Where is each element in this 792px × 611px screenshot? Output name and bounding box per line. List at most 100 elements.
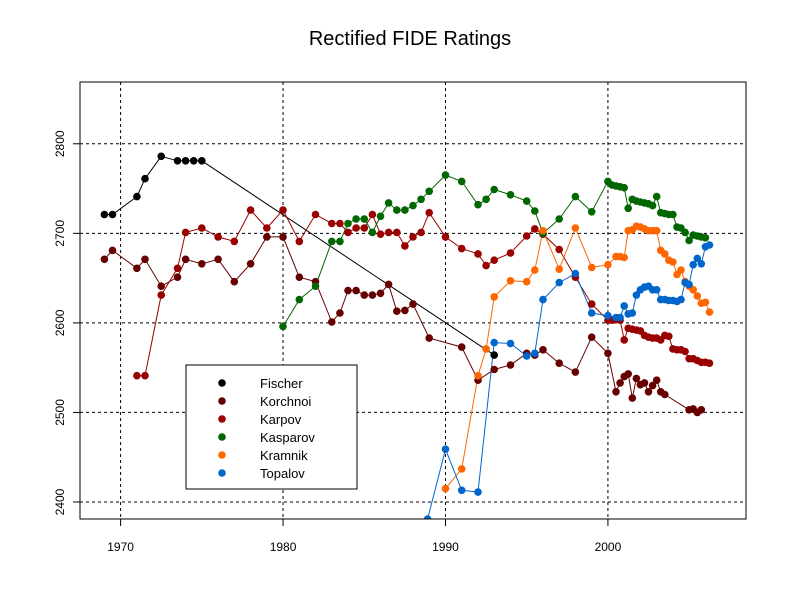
data-point-kramnik [705, 308, 714, 316]
data-point-korchnoi [640, 379, 649, 387]
data-point-kramnik [677, 266, 685, 274]
data-point-korchnoi [648, 381, 657, 390]
series-points [100, 152, 714, 519]
data-point-kasparov [441, 171, 450, 179]
data-point-korchnoi [344, 286, 352, 295]
data-point-topalov [587, 309, 596, 317]
y-tick-label: 2600 [53, 309, 67, 336]
data-point-topalov [677, 295, 685, 304]
data-point-topalov [539, 295, 547, 304]
data-point-kramnik [457, 465, 466, 473]
data-point-karpov [587, 300, 596, 308]
data-point-topalov [522, 352, 531, 360]
data-point-karpov [425, 208, 434, 217]
data-point-korchnoi [246, 260, 255, 268]
data-point-kramnik [531, 266, 539, 274]
data-point-karpov [417, 228, 425, 237]
data-point-topalov [616, 313, 624, 322]
data-point-karpov [157, 291, 165, 299]
data-point-korchnoi [612, 388, 620, 396]
data-point-kramnik [441, 484, 450, 493]
data-point-korchnoi [628, 394, 637, 402]
data-point-korchnoi [571, 368, 580, 376]
data-point-korchnoi [295, 273, 304, 282]
data-point-kasparov [620, 183, 628, 192]
data-point-topalov [628, 309, 637, 317]
data-point-karpov [246, 206, 255, 214]
data-point-fischer [181, 157, 190, 165]
data-point-topalov [531, 349, 539, 358]
data-point-kramnik [652, 226, 661, 235]
data-point-kasparov [417, 195, 425, 204]
legend-marker-fischer [218, 379, 226, 387]
data-point-karpov [393, 228, 401, 237]
data-point-kasparov [279, 322, 287, 331]
data-point-fischer [189, 157, 198, 165]
data-point-fischer [108, 210, 117, 219]
data-point-kasparov [344, 219, 352, 228]
data-point-karpov [198, 224, 206, 232]
data-point-fischer [490, 351, 499, 359]
data-point-korchnoi [173, 273, 182, 282]
data-point-topalov [697, 260, 706, 268]
data-point-kasparov [360, 215, 369, 223]
data-point-korchnoi [133, 264, 141, 273]
data-point-korchnoi [457, 343, 466, 351]
data-point-karpov [311, 210, 320, 219]
data-point-topalov [474, 488, 482, 496]
data-point-kramnik [669, 258, 677, 266]
data-point-topalov [652, 286, 661, 294]
data-point-kramnik [604, 260, 612, 269]
data-point-topalov [705, 241, 714, 249]
data-point-kramnik [482, 345, 490, 353]
x-tick-label: 2000 [595, 540, 622, 554]
legend-marker-kramnik [218, 451, 226, 459]
data-point-kasparov [328, 237, 336, 246]
data-point-karpov [474, 250, 482, 258]
data-point-topalov [689, 260, 697, 269]
data-point-kasparov [490, 185, 499, 194]
data-point-karpov [457, 244, 466, 253]
data-point-karpov [441, 233, 450, 241]
data-point-korchnoi [644, 388, 653, 396]
data-point-karpov [295, 237, 304, 246]
data-point-korchnoi [632, 374, 641, 383]
data-point-korchnoi [360, 291, 369, 299]
chart-title: Rectified FIDE Ratings [309, 28, 511, 50]
data-point-korchnoi [555, 359, 563, 368]
data-point-karpov [141, 371, 149, 380]
legend-label-korchnoi: Korchnoi [260, 394, 311, 409]
data-point-topalov [571, 269, 580, 278]
data-point-topalov [685, 280, 693, 289]
data-point-karpov [376, 230, 385, 238]
data-point-topalov [555, 278, 563, 287]
x-tick-label: 1990 [432, 540, 459, 554]
data-point-korchnoi [198, 260, 206, 268]
data-point-topalov [506, 339, 515, 348]
data-point-korchnoi [100, 255, 109, 264]
data-point-kasparov [587, 208, 596, 216]
data-point-karpov [344, 228, 352, 237]
data-point-topalov [441, 445, 450, 454]
data-point-karpov [368, 210, 377, 219]
legend-label-karpov: Karpov [260, 412, 302, 427]
data-point-korchnoi [181, 255, 190, 264]
data-point-topalov [423, 515, 432, 519]
data-point-kasparov [409, 201, 417, 210]
data-point-kasparov [531, 207, 539, 215]
data-point-kramnik [571, 224, 580, 232]
data-point-kasparov [401, 206, 409, 214]
data-point-kasparov [685, 236, 693, 245]
data-point-kasparov [311, 282, 320, 291]
data-point-korchnoi [141, 255, 149, 264]
data-point-karpov [506, 249, 515, 257]
x-tick-label: 1970 [107, 540, 134, 554]
data-point-fischer [133, 192, 141, 201]
data-point-korchnoi [108, 246, 117, 255]
data-point-topalov [457, 486, 466, 495]
data-point-karpov [705, 359, 714, 368]
data-point-karpov [279, 206, 287, 214]
data-point-korchnoi [279, 233, 287, 241]
data-point-kasparov [506, 191, 515, 199]
data-point-kasparov [652, 192, 661, 201]
